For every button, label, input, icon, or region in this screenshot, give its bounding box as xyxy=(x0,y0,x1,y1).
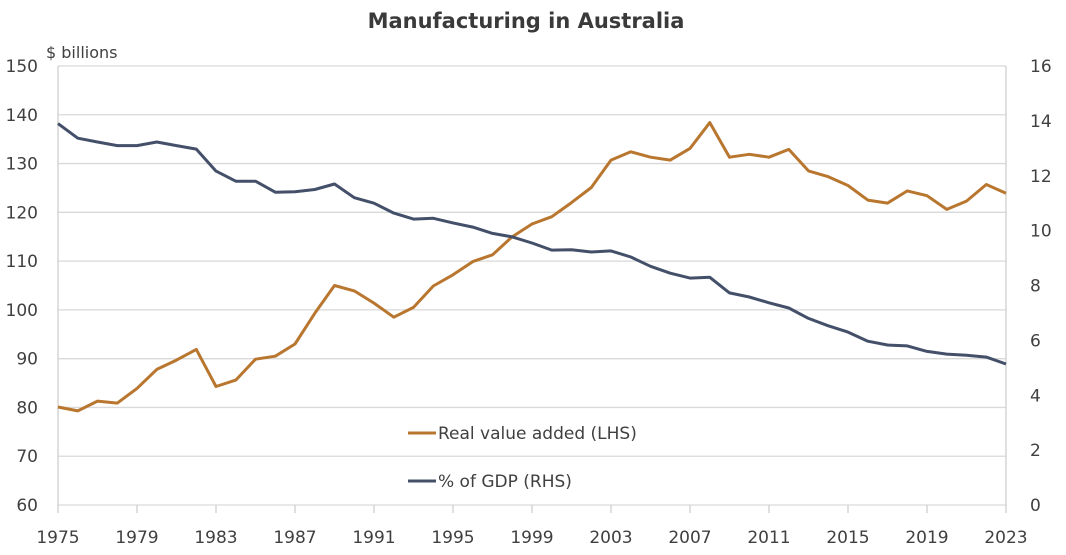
series-lines xyxy=(57,121,1007,413)
right-tick-label: 4 xyxy=(1030,386,1041,406)
legend-label: Real value added (LHS) xyxy=(438,424,637,444)
right-tick-label: 2 xyxy=(1030,441,1041,461)
x-tick-label: 2011 xyxy=(747,528,790,548)
right-tick-label: 14 xyxy=(1030,112,1052,132)
left-tick-label: 70 xyxy=(16,447,38,467)
left-tick-label: 100 xyxy=(6,301,38,321)
right-tick-label: 16 xyxy=(1030,57,1052,77)
chart-title: Manufacturing in Australia xyxy=(368,9,685,33)
right-tick-label: 12 xyxy=(1030,167,1052,187)
axes xyxy=(57,66,1007,505)
series-line-real-value-added xyxy=(57,121,1007,413)
left-tick-label: 90 xyxy=(16,350,38,370)
x-tick-label: 2019 xyxy=(905,528,948,548)
right-tick-label: 6 xyxy=(1030,331,1041,351)
legend-item-real-value-added: Real value added (LHS) xyxy=(408,424,637,444)
x-tick-label: 2015 xyxy=(826,528,869,548)
gridlines xyxy=(58,65,1006,506)
x-tick-label: 1983 xyxy=(194,528,237,548)
legend: Real value added (LHS) % of GDP (RHS) xyxy=(408,424,637,492)
x-tick-label: 1991 xyxy=(352,528,395,548)
legend-item-percent-of-gdp: % of GDP (RHS) xyxy=(408,472,572,492)
x-tick-label: 1995 xyxy=(431,528,474,548)
x-tick-label: 2023 xyxy=(984,528,1027,548)
left-tick-label: 120 xyxy=(6,203,38,223)
left-tick-label: 130 xyxy=(6,155,38,175)
x-tick-label: 1975 xyxy=(36,528,79,548)
legend-label: % of GDP (RHS) xyxy=(438,472,572,492)
x-axis-ticks: 1975 1979 1983 1987 1991 1995 1999 2003 2007 2011… xyxy=(36,505,1028,548)
x-tick-label: 1987 xyxy=(273,528,316,548)
left-axis-ticks: 60 70 80 90 100 110 120 130 140 150 xyxy=(6,57,38,516)
left-tick-label: 60 xyxy=(16,496,38,516)
right-axis-ticks: 0 2 4 6 8 10 12 14 16 xyxy=(1030,57,1052,516)
left-tick-label: 150 xyxy=(6,57,38,77)
left-axis-unit-label: $ billions xyxy=(46,43,117,62)
right-tick-label: 0 xyxy=(1030,496,1041,516)
x-tick-label: 1999 xyxy=(510,528,553,548)
right-tick-label: 8 xyxy=(1030,277,1041,297)
right-tick-label: 10 xyxy=(1030,222,1052,242)
series-line-percent-of-gdp xyxy=(57,122,1007,366)
left-tick-label: 110 xyxy=(6,252,38,272)
left-tick-label: 80 xyxy=(16,398,38,418)
x-tick-label: 2007 xyxy=(668,528,711,548)
x-tick-label: 1979 xyxy=(115,528,158,548)
x-tick-label: 2003 xyxy=(589,528,632,548)
left-tick-label: 140 xyxy=(6,106,38,126)
